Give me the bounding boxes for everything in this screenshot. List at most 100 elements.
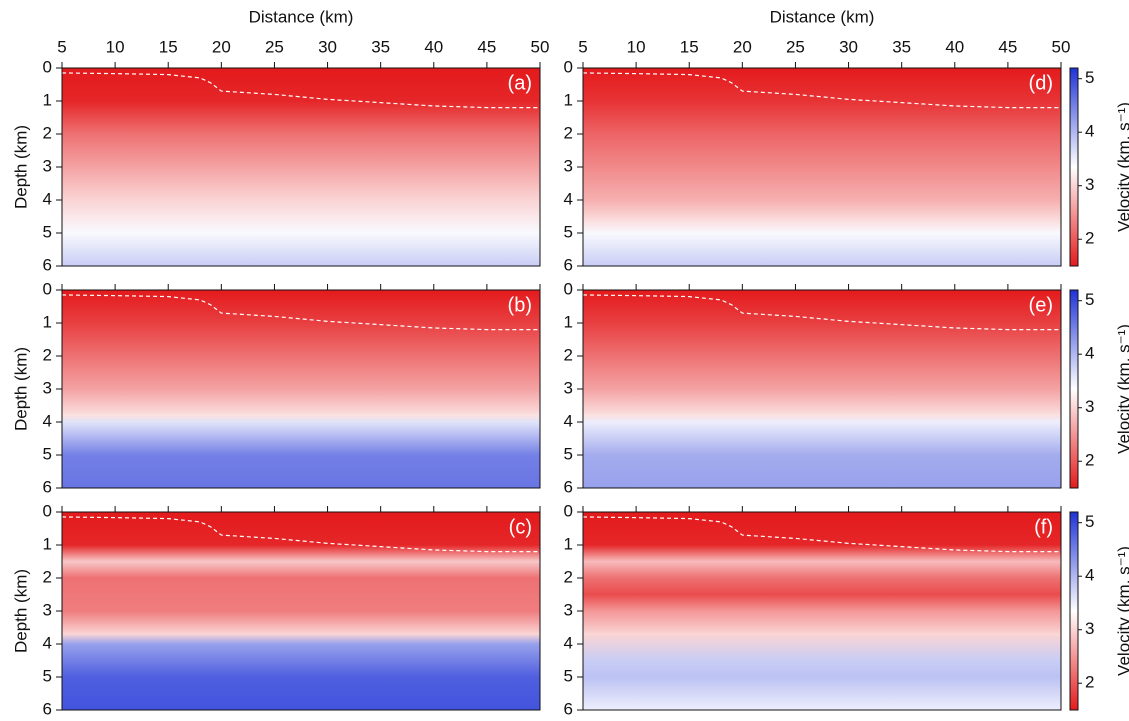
x-axis-label: Distance (km) [249, 7, 354, 26]
y-tick-label: 6 [43, 255, 52, 274]
x-tick-label: 15 [680, 37, 699, 56]
y-tick-label: 5 [564, 222, 573, 241]
y-tick-label: 4 [564, 633, 573, 652]
velocity-band [583, 422, 1061, 455]
velocity-band [62, 611, 540, 635]
colorbar-tick-label: 2 [1085, 229, 1094, 248]
x-tick-label: 45 [998, 37, 1017, 56]
y-tick-label: 5 [564, 666, 573, 685]
colorbar-label: Velocity (km. s⁻¹) [1114, 546, 1129, 676]
colorbar-tick-label: 4 [1085, 566, 1094, 585]
velocity-band [583, 545, 1061, 562]
velocity-band [583, 561, 1061, 578]
y-tick-label: 0 [564, 501, 573, 520]
y-tick-label: 5 [43, 666, 52, 685]
y-tick-label: 4 [564, 189, 573, 208]
colorbar-tick-label: 3 [1085, 175, 1094, 194]
velocity-band [62, 323, 540, 356]
velocity-band [62, 356, 540, 389]
y-tick-label: 2 [43, 123, 52, 142]
y-tick-label: 2 [564, 345, 573, 364]
panel-label: (a) [508, 72, 532, 94]
velocity-band [583, 660, 1061, 677]
velocity-band [62, 290, 540, 323]
velocity-band [583, 290, 1061, 323]
x-tick-label: 10 [627, 37, 646, 56]
y-tick-label: 3 [43, 600, 52, 619]
y-tick-label: 4 [564, 411, 573, 430]
colorbar-tick-label: 5 [1085, 290, 1094, 309]
velocity-band [583, 200, 1061, 217]
y-tick-label: 2 [43, 345, 52, 364]
velocity-band [583, 68, 1061, 101]
y-axis-label: Depth (km) [11, 125, 30, 209]
velocity-band [62, 677, 540, 710]
x-tick-label: 10 [106, 37, 125, 56]
y-tick-label: 6 [564, 477, 573, 496]
velocity-band [583, 134, 1061, 167]
velocity-band [62, 200, 540, 233]
velocity-band [62, 561, 540, 578]
y-tick-label: 6 [564, 255, 573, 274]
colorbar [1069, 511, 1079, 711]
x-tick-label: 35 [892, 37, 911, 56]
y-tick-label: 6 [564, 699, 573, 718]
y-tick-label: 3 [564, 600, 573, 619]
y-tick-label: 0 [564, 57, 573, 76]
x-tick-label: 20 [212, 37, 231, 56]
y-tick-label: 3 [43, 378, 52, 397]
velocity-band [583, 677, 1061, 710]
velocity-band [62, 68, 540, 101]
panel-label: (c) [509, 516, 532, 538]
x-tick-label: 15 [159, 37, 178, 56]
velocity-band [583, 101, 1061, 134]
seafloor-line [582, 516, 1061, 553]
y-tick-label: 1 [43, 90, 52, 109]
x-tick-label: 40 [424, 37, 443, 56]
y-tick-label: 5 [564, 444, 573, 463]
seafloor-line [61, 516, 540, 553]
colorbar-tick-label: 5 [1085, 68, 1094, 87]
y-tick-label: 4 [43, 411, 52, 430]
x-tick-label: 30 [839, 37, 858, 56]
x-tick-label: 40 [945, 37, 964, 56]
x-tick-label: 50 [531, 37, 550, 56]
x-tick-label: 5 [578, 37, 587, 56]
y-tick-label: 2 [564, 123, 573, 142]
y-tick-label: 1 [564, 90, 573, 109]
velocity-band [583, 389, 1061, 416]
colorbar-tick-label: 3 [1085, 397, 1094, 416]
x-tick-label: 45 [477, 37, 496, 56]
seafloor-line [61, 72, 540, 109]
panel-label: (f) [1034, 516, 1053, 538]
velocity-band [583, 611, 1061, 635]
y-axis-label: Depth (km) [11, 347, 30, 431]
colorbar [1069, 67, 1079, 267]
velocity-band [62, 455, 540, 488]
colorbar-tick-label: 4 [1085, 344, 1094, 363]
velocity-band [62, 512, 540, 545]
velocity-band [62, 415, 540, 422]
velocity-band [62, 644, 540, 677]
velocity-band [583, 323, 1061, 356]
x-tick-label: 25 [786, 37, 805, 56]
y-tick-label: 2 [564, 567, 573, 586]
y-tick-label: 0 [43, 57, 52, 76]
y-tick-label: 3 [43, 156, 52, 175]
y-tick-label: 1 [43, 312, 52, 331]
velocity-band [62, 134, 540, 167]
y-tick-label: 2 [43, 567, 52, 586]
y-tick-label: 5 [43, 444, 52, 463]
velocity-band [583, 455, 1061, 488]
colorbar-tick-label: 2 [1085, 673, 1094, 692]
y-axis-label: Depth (km) [11, 569, 30, 653]
velocity-band [62, 422, 540, 455]
velocity-band [583, 594, 1061, 611]
colorbar-tick-label: 5 [1085, 512, 1094, 531]
y-tick-label: 1 [564, 534, 573, 553]
velocity-band [62, 634, 540, 644]
seafloor-line [61, 294, 540, 331]
velocity-band [62, 578, 540, 611]
velocity-band [583, 415, 1061, 422]
